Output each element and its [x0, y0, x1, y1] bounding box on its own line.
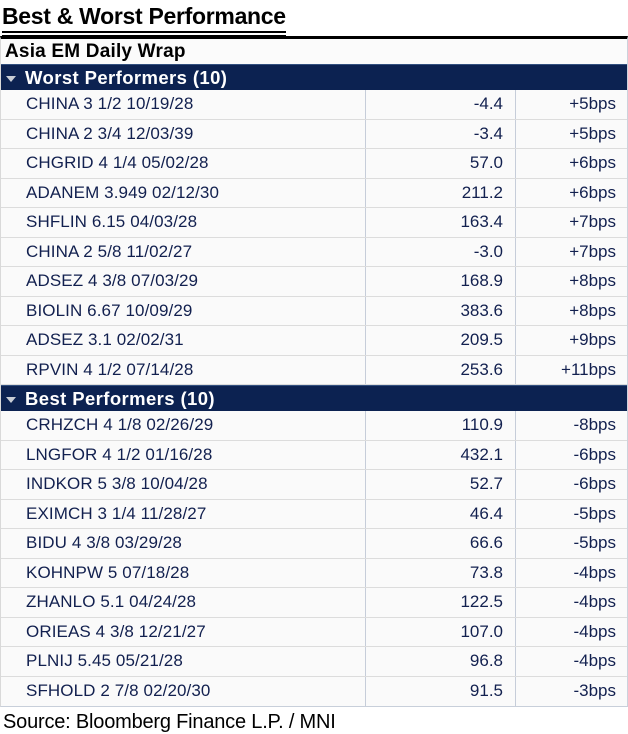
value-cell[interactable]: 168.9 — [366, 267, 516, 296]
bond-name-cell[interactable]: CHINA 3 1/2 10/19/28 — [1, 90, 366, 119]
value-cell[interactable]: 91.5 — [366, 676, 516, 706]
bond-name-cell[interactable]: ZHANLO 5.1 04/24/28 — [1, 588, 366, 617]
bond-name-cell[interactable]: EXIMCH 3 1/4 11/28/27 — [1, 499, 366, 528]
bond-name-cell[interactable]: CRHZCH 4 1/8 02/26/29 — [1, 411, 366, 440]
value-cell[interactable]: 163.4 — [366, 208, 516, 237]
change-cell[interactable]: -3bps — [573, 681, 616, 701]
value-cell[interactable]: 107.0 — [366, 617, 516, 646]
bond-name-cell[interactable]: BIDU 4 3/8 03/29/28 — [1, 529, 366, 558]
change-cell[interactable]: +8bps — [569, 271, 616, 291]
table-row: LNGFOR 4 1/2 01/16/28 432.1 -6bps — [1, 440, 627, 470]
value-cell[interactable]: 209.5 — [366, 326, 516, 355]
table-row: BIOLIN 6.67 10/09/29 383.6 +8bps — [1, 296, 627, 326]
change-cell[interactable]: -6bps — [573, 474, 616, 494]
value-cell[interactable]: -3.0 — [366, 237, 516, 266]
page-title: Best & Worst Performance — [2, 3, 286, 33]
table-row: SFHOLD 2 7/8 02/20/30 91.5 -3bps — [1, 676, 627, 706]
bond-name-cell[interactable]: ADANEM 3.949 02/12/30 — [1, 178, 366, 207]
table-row: BIDU 4 3/8 03/29/28 66.6 -5bps — [1, 529, 627, 559]
value-cell[interactable]: -4.4 — [366, 90, 516, 119]
change-cell[interactable]: -4bps — [573, 562, 616, 582]
table-row: ORIEAS 4 3/8 12/21/27 107.0 -4bps — [1, 617, 627, 647]
change-cell[interactable]: -6bps — [573, 444, 616, 464]
value-cell[interactable]: 122.5 — [366, 588, 516, 617]
bond-name-cell[interactable]: PLNIJ 5.45 05/21/28 — [1, 647, 366, 676]
value-cell[interactable]: 46.4 — [366, 499, 516, 528]
value-cell[interactable]: 66.6 — [366, 529, 516, 558]
table-row: CRHZCH 4 1/8 02/26/29 110.9 -8bps — [1, 411, 627, 441]
change-cell[interactable]: -5bps — [573, 503, 616, 523]
table-row: CHINA 2 5/8 11/02/27 -3.0 +7bps — [1, 237, 627, 267]
bond-name-cell[interactable]: ADSEZ 3.1 02/02/31 — [1, 326, 366, 355]
change-cell[interactable]: +8bps — [569, 300, 616, 320]
bond-name-cell[interactable]: RPVIN 4 1/2 07/14/28 — [1, 355, 366, 384]
title-area: Best & Worst Performance — [0, 0, 628, 38]
value-cell[interactable]: 253.6 — [366, 355, 516, 384]
change-cell[interactable]: +5bps — [569, 94, 616, 114]
table-subtitle-row: Asia EM Daily Wrap — [1, 39, 627, 64]
triangle-down-icon[interactable] — [6, 75, 16, 82]
change-cell[interactable]: +9bps — [569, 330, 616, 350]
table-row: RPVIN 4 1/2 07/14/28 253.6 +11bps — [1, 355, 627, 385]
value-cell[interactable]: -3.4 — [366, 119, 516, 148]
triangle-down-icon[interactable] — [6, 396, 16, 403]
bond-name-cell[interactable]: SHFLIN 6.15 04/03/28 — [1, 208, 366, 237]
table-row: ADSEZ 4 3/8 07/03/29 168.9 +8bps — [1, 267, 627, 297]
change-cell[interactable]: +7bps — [569, 212, 616, 232]
value-cell[interactable]: 73.8 — [366, 558, 516, 587]
source-note: Source: Bloomberg Finance L.P. / MNI — [3, 711, 336, 733]
table-row: EXIMCH 3 1/4 11/28/27 46.4 -5bps — [1, 499, 627, 529]
section-label-best-performers: Best Performers (10) — [25, 387, 215, 409]
bond-name-cell[interactable]: SFHOLD 2 7/8 02/20/30 — [1, 676, 366, 706]
value-cell[interactable]: 211.2 — [366, 178, 516, 207]
bond-name-cell[interactable]: CHGRID 4 1/4 05/02/28 — [1, 149, 366, 178]
change-cell[interactable]: +6bps — [569, 182, 616, 202]
performance-table: Asia EM Daily Wrap Worst Performers (10)… — [0, 36, 628, 707]
bond-name-cell[interactable]: CHINA 2 3/4 12/03/39 — [1, 119, 366, 148]
bond-name-cell[interactable]: LNGFOR 4 1/2 01/16/28 — [1, 440, 366, 469]
change-cell[interactable]: +11bps — [561, 359, 616, 379]
table-row: KOHNPW 5 07/18/28 73.8 -4bps — [1, 558, 627, 588]
change-cell[interactable]: -4bps — [573, 621, 616, 641]
table-body: Worst Performers (10) CHINA 3 1/2 10/19/2… — [1, 64, 627, 706]
value-cell[interactable]: 52.7 — [366, 470, 516, 499]
change-cell[interactable]: +6bps — [569, 153, 616, 173]
table-row: CHINA 2 3/4 12/03/39 -3.4 +5bps — [1, 119, 627, 149]
change-cell[interactable]: +5bps — [569, 123, 616, 143]
bond-name-cell[interactable]: BIOLIN 6.67 10/09/29 — [1, 296, 366, 325]
value-cell[interactable]: 110.9 — [366, 411, 516, 440]
value-cell[interactable]: 57.0 — [366, 149, 516, 178]
change-cell[interactable]: -5bps — [573, 533, 616, 553]
section-label-worst-performers: Worst Performers (10) — [25, 66, 228, 88]
bond-name-cell[interactable]: ORIEAS 4 3/8 12/21/27 — [1, 617, 366, 646]
change-cell[interactable]: -4bps — [573, 592, 616, 612]
table-row: PLNIJ 5.45 05/21/28 96.8 -4bps — [1, 647, 627, 677]
value-cell[interactable]: 96.8 — [366, 647, 516, 676]
value-cell[interactable]: 383.6 — [366, 296, 516, 325]
table-row: ADANEM 3.949 02/12/30 211.2 +6bps — [1, 178, 627, 208]
bond-name-cell[interactable]: KOHNPW 5 07/18/28 — [1, 558, 366, 587]
value-cell[interactable]: 432.1 — [366, 440, 516, 469]
page-title-underline: Best & Worst Performance — [2, 3, 286, 38]
table-row: ADSEZ 3.1 02/02/31 209.5 +9bps — [1, 326, 627, 356]
section-header-best-performers[interactable]: Best Performers (10) — [1, 385, 627, 411]
bond-name-cell[interactable]: CHINA 2 5/8 11/02/27 — [1, 237, 366, 266]
table-row: INDKOR 5 3/8 10/04/28 52.7 -6bps — [1, 470, 627, 500]
table-row: CHINA 3 1/2 10/19/28 -4.4 +5bps — [1, 90, 627, 120]
table-subtitle: Asia EM Daily Wrap — [5, 40, 186, 62]
table-row: SHFLIN 6.15 04/03/28 163.4 +7bps — [1, 208, 627, 238]
table-row: ZHANLO 5.1 04/24/28 122.5 -4bps — [1, 588, 627, 618]
bond-name-cell[interactable]: ADSEZ 4 3/8 07/03/29 — [1, 267, 366, 296]
change-cell[interactable]: -4bps — [573, 651, 616, 671]
change-cell[interactable]: -8bps — [573, 415, 616, 435]
section-header-worst-performers[interactable]: Worst Performers (10) — [1, 64, 627, 90]
change-cell[interactable]: +7bps — [569, 241, 616, 261]
table-row: CHGRID 4 1/4 05/02/28 57.0 +6bps — [1, 149, 627, 179]
bond-name-cell[interactable]: INDKOR 5 3/8 10/04/28 — [1, 470, 366, 499]
